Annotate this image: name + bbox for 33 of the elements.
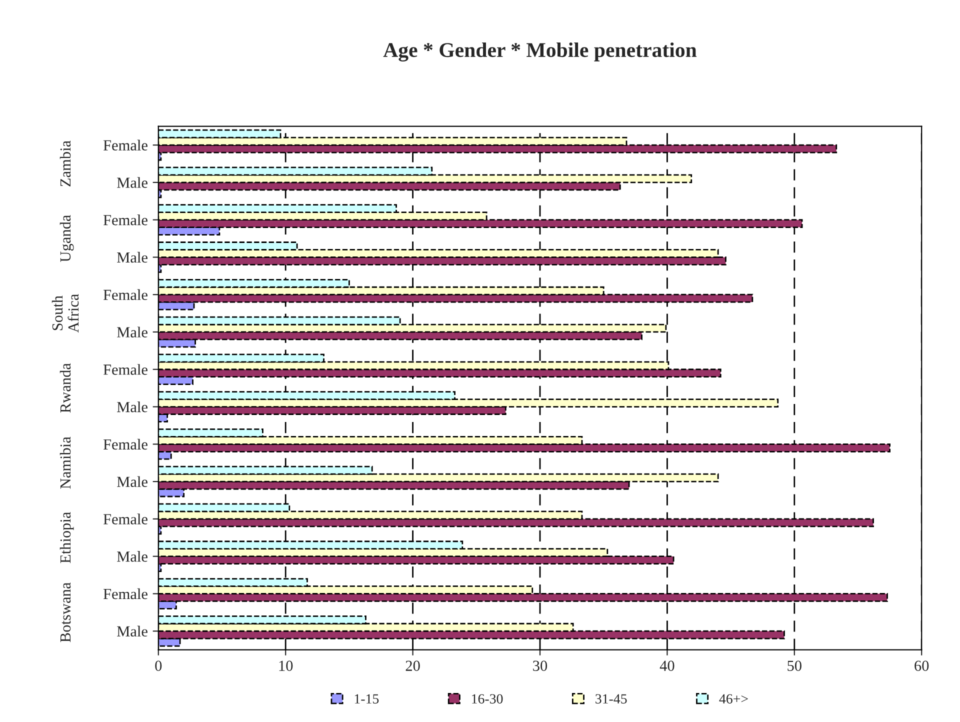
y-tick-label: Female: [103, 364, 148, 375]
text: Botswana: [60, 582, 71, 642]
text: Ethiopia: [60, 512, 74, 564]
y-tick-label: Female: [103, 214, 148, 226]
legend-label: 16-30: [472, 694, 503, 704]
y-tick-label: Female: [103, 140, 148, 150]
text: Namibia: [60, 436, 71, 489]
y-tick-label: Female: [103, 588, 148, 600]
y-tick-label: Male: [117, 551, 148, 562]
y-tick-label: Female: [103, 514, 148, 524]
y-tick-label: Male: [117, 401, 148, 412]
legend-label: 1-15: [354, 694, 379, 704]
text: Rwanda: [60, 363, 71, 413]
text: South Africa: [52, 294, 79, 333]
text: Zambia: [60, 140, 71, 186]
y-tick-label: Male: [117, 252, 148, 263]
x-tick-label: 50: [788, 660, 802, 671]
x-tick-label: 10: [279, 660, 293, 671]
text: Uganda: [60, 214, 74, 262]
y-tick-label: Male: [117, 476, 148, 487]
y-tick-label: Female: [103, 289, 148, 300]
y-tick-label: Male: [117, 626, 148, 637]
x-tick-label: 40: [660, 660, 674, 671]
x-tick-label: 30: [533, 660, 548, 671]
y-tick-label: Male: [117, 326, 148, 338]
x-tick-label: 20: [406, 660, 420, 671]
y-tick-label: Female: [103, 438, 148, 450]
legend-label: 31-45: [596, 694, 627, 704]
x-tick-label: 60: [914, 660, 929, 671]
y-tick-label: Male: [117, 177, 148, 188]
legend-label: 46+>: [719, 694, 748, 704]
x-tick-label: 0: [155, 660, 162, 671]
chart-title: Age * Gender * Mobile penetration: [383, 42, 697, 62]
